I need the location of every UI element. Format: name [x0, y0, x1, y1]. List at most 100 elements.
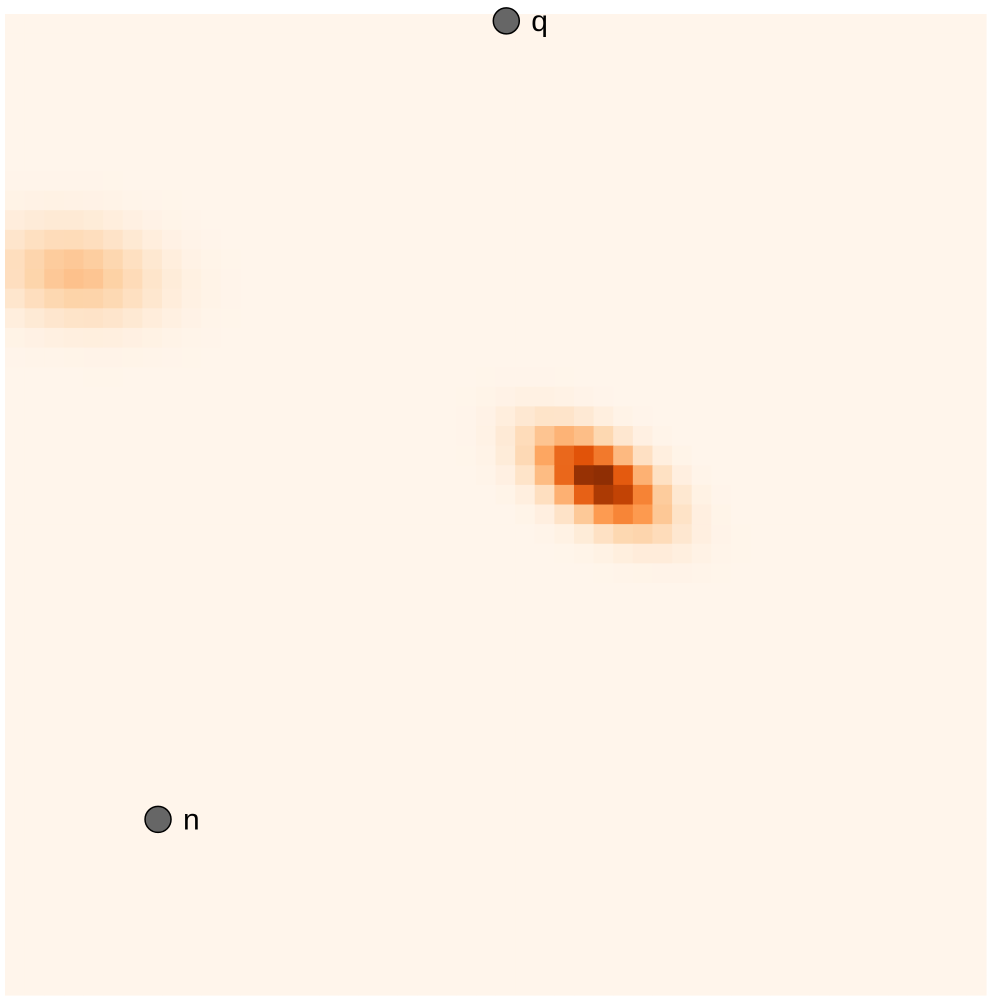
heatmap-cell [417, 857, 438, 878]
heatmap-cell [220, 681, 242, 702]
heatmap-cell [260, 131, 281, 152]
heatmap-cell [201, 563, 222, 584]
heatmap-cell [456, 936, 477, 957]
heatmap-cell [201, 170, 222, 192]
heatmap-cell [377, 426, 398, 447]
heatmap-cell [868, 602, 889, 623]
heatmap-cell [475, 563, 497, 584]
heatmap-cell [848, 92, 869, 113]
heatmap-cell [593, 53, 614, 74]
heatmap-cell [83, 249, 104, 270]
heatmap-cell [613, 190, 634, 211]
heatmap-cell [44, 210, 65, 231]
heatmap-cell [377, 504, 398, 525]
heatmap-cell [318, 798, 340, 820]
heatmap-cell [672, 33, 693, 54]
heatmap-cell [730, 426, 752, 447]
heatmap-cell [475, 779, 497, 800]
heatmap-cell [691, 975, 712, 996]
heatmap-cell [750, 347, 771, 368]
heatmap-cell [730, 504, 752, 525]
heatmap-cell [946, 386, 967, 407]
heatmap-cell [279, 877, 300, 898]
heatmap-cell [593, 936, 614, 957]
heatmap-cell [279, 916, 300, 937]
heatmap-cell [5, 798, 26, 820]
heatmap-cell [5, 53, 26, 74]
heatmap-cell [142, 445, 163, 466]
heatmap-cell [946, 798, 967, 820]
heatmap-cell [397, 681, 418, 702]
heatmap-cell [554, 975, 575, 996]
heatmap-cell [397, 622, 418, 643]
heatmap-cell [456, 759, 477, 780]
heatmap-cell [358, 602, 379, 623]
heatmap-cell [652, 445, 673, 466]
heatmap-cell [946, 131, 967, 152]
heatmap-cell [318, 151, 340, 172]
heatmap-cell [83, 33, 104, 54]
heatmap-cell [770, 33, 791, 54]
heatmap-cell [220, 112, 242, 133]
heatmap-cell [260, 504, 281, 525]
heatmap-cell [417, 739, 438, 761]
heatmap-cell [829, 563, 850, 584]
heatmap-cell [5, 661, 26, 682]
heatmap-cell [5, 249, 26, 270]
heatmap-cell [201, 229, 222, 251]
heatmap-cell [554, 838, 575, 859]
heatmap-cell [44, 975, 65, 996]
heatmap-cell [809, 720, 830, 741]
heatmap-cell [318, 602, 340, 623]
heatmap-cell [456, 327, 477, 349]
heatmap-cell [436, 484, 457, 506]
heatmap-cell [201, 759, 222, 780]
heatmap-cell [142, 504, 163, 525]
heatmap-cell [554, 896, 575, 918]
heatmap-cell [377, 641, 398, 663]
heatmap-cell [338, 406, 359, 427]
heatmap-cell [887, 700, 909, 721]
heatmap-cell [632, 33, 654, 54]
heatmap-cell [966, 484, 987, 506]
heatmap-cell [456, 131, 477, 152]
heatmap-cell [927, 955, 948, 976]
heatmap-cell [495, 308, 516, 329]
heatmap-cell [495, 955, 516, 976]
heatmap-cell [554, 112, 575, 133]
heatmap-cell [260, 406, 281, 427]
heatmap-cell [495, 759, 516, 780]
heatmap-cell [161, 347, 183, 368]
heatmap-cell [279, 367, 300, 388]
heatmap-cell [613, 759, 634, 780]
heatmap-cell [201, 367, 222, 388]
heatmap-cell [809, 33, 830, 54]
heatmap-cell [534, 92, 555, 113]
heatmap-cell [24, 975, 45, 996]
heatmap-cell [201, 484, 222, 506]
heatmap-cell [142, 131, 163, 152]
heatmap-cell [456, 72, 477, 94]
heatmap-cell [554, 269, 575, 290]
heatmap-cell [593, 367, 614, 388]
heatmap-cell [730, 700, 752, 721]
heatmap-cell [240, 367, 261, 388]
heatmap-cell [573, 72, 595, 94]
heatmap-cell [318, 131, 340, 152]
heatmap-cell [436, 406, 457, 427]
heatmap-cell [436, 170, 457, 192]
heatmap-cell [24, 465, 45, 486]
heatmap-cell [122, 229, 143, 251]
heatmap-cell [848, 975, 869, 996]
heatmap-cell [593, 818, 614, 839]
heatmap-cell [338, 896, 359, 918]
heatmap-cell [103, 543, 124, 564]
heatmap-cell [515, 210, 536, 231]
heatmap-cell [161, 563, 183, 584]
heatmap-cell [946, 602, 967, 623]
heatmap-cell [279, 465, 300, 486]
heatmap-cell [181, 190, 202, 211]
heatmap-cell [299, 131, 320, 152]
heatmap-cell [142, 190, 163, 211]
heatmap-cell [534, 406, 555, 427]
